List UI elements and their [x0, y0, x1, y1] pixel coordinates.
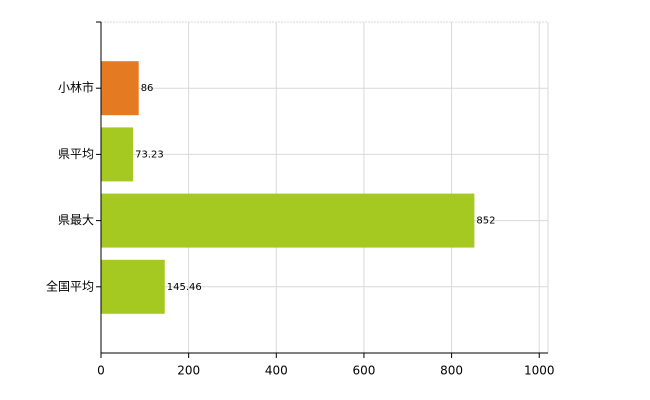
- x-tick-label: 800: [440, 364, 463, 378]
- value-label: 852: [476, 216, 495, 227]
- y-tick-label: 県平均: [58, 147, 94, 161]
- bar: [101, 127, 134, 182]
- bar: [101, 259, 165, 314]
- x-tick-label: 200: [177, 364, 200, 378]
- value-label: 73.23: [135, 149, 164, 160]
- value-label: 145.46: [167, 282, 202, 293]
- x-tick-label: 0: [97, 364, 105, 378]
- y-tick-label: 小林市: [58, 80, 94, 95]
- x-tick-label: 600: [352, 364, 375, 378]
- y-tick-label: 全国平均: [46, 278, 94, 293]
- value-label: 86: [141, 83, 154, 94]
- bar: [101, 61, 139, 116]
- y-tick-label: 県最大: [58, 213, 94, 227]
- x-tick-label: 1000: [524, 364, 555, 378]
- x-tick-label: 400: [265, 364, 288, 378]
- bar: [101, 193, 475, 248]
